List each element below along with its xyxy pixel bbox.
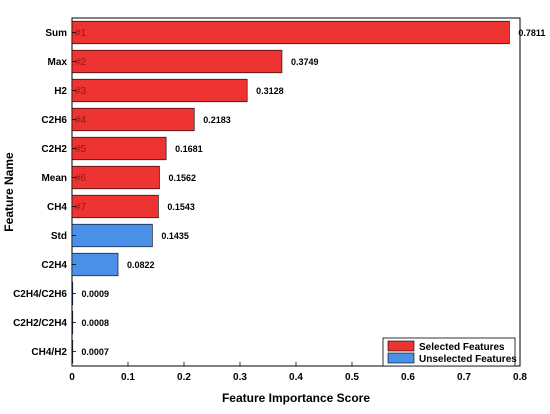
plot-area-frame xyxy=(71,17,521,367)
y-tick-label: C2H2/C2H4 xyxy=(13,318,67,329)
bar-value-label: 0.0009 xyxy=(82,289,110,299)
bar-rank-label: #6 xyxy=(75,173,87,184)
y-tick-label: Std xyxy=(51,231,67,242)
x-axis-label: Feature Importance Score xyxy=(222,391,370,405)
x-tick-label: 0.5 xyxy=(345,372,359,383)
ticks-layer: Sum Max H2 C2H6 C2H2 Mean CH4 Std C2H4 C2H4/C2H6 C… xyxy=(13,28,527,383)
bar-value-label: 0.0008 xyxy=(81,318,109,328)
bar-value-label: 0.1435 xyxy=(161,231,189,241)
x-tick-label: 0.3 xyxy=(233,372,247,383)
y-tick-label: Max xyxy=(48,57,68,68)
bar-value-label: 0.3749 xyxy=(291,57,319,67)
x-tick-label: 0 xyxy=(69,372,75,383)
bar-value-label: 0.2183 xyxy=(203,115,231,125)
bar-value-label: 0.0007 xyxy=(81,347,109,357)
legend-label-selected: Selected Features xyxy=(419,342,505,353)
bar-rank-label: #3 xyxy=(75,86,87,97)
bar-value-label: 0.1681 xyxy=(175,144,203,154)
bar-sum xyxy=(71,20,510,45)
x-tick-label: 0.2 xyxy=(177,372,191,383)
y-tick-label: Sum xyxy=(45,28,67,39)
x-tick-label: 0.6 xyxy=(401,372,415,383)
legend: Selected Features Unselected Features xyxy=(382,337,517,367)
bar-value-label: 0.7811 xyxy=(518,28,545,38)
x-tick-label: 0.4 xyxy=(289,372,303,383)
bar-rank-label: #1 xyxy=(75,28,87,39)
bar-value-label: 0.1562 xyxy=(168,173,196,183)
y-axis-label: Feature Name xyxy=(2,152,16,232)
bar-h2 xyxy=(71,78,248,103)
legend-swatch-selected xyxy=(387,340,415,352)
bar-rank-label: #2 xyxy=(75,57,87,68)
y-tick-label: C2H4/C2H6 xyxy=(13,289,67,300)
bar-value-label: 0.0822 xyxy=(127,260,155,270)
bar-rank-label: #7 xyxy=(75,202,87,213)
bar-max xyxy=(71,49,283,74)
y-tick-label: C2H6 xyxy=(41,115,67,126)
y-tick-label: H2 xyxy=(54,86,67,97)
bar-std xyxy=(71,223,153,248)
bars-layer: #1 0.7811 #2 0.3749 #3 0.3128 #4 0.2183 #5 0.1681… xyxy=(71,20,545,364)
bar-rank-label: #4 xyxy=(75,115,87,126)
bar-value-label: 0.1543 xyxy=(167,202,195,212)
bar-rank-label: #5 xyxy=(75,144,87,155)
y-tick-label: CH4/H2 xyxy=(31,347,67,358)
legend-label-unselected: Unselected Features xyxy=(419,354,517,365)
y-tick-label: C2H4 xyxy=(41,260,67,271)
y-tick-label: Mean xyxy=(41,173,67,184)
y-tick-label: CH4 xyxy=(47,202,67,213)
y-tick-label: C2H2 xyxy=(41,144,67,155)
bar-value-label: 0.3128 xyxy=(256,86,284,96)
x-tick-label: 0.7 xyxy=(457,372,471,383)
legend-swatch-unselected xyxy=(387,352,415,364)
x-tick-label: 0.8 xyxy=(513,372,527,383)
bar-c2h6 xyxy=(71,107,195,132)
bar-c2h4 xyxy=(71,252,119,277)
x-tick-label: 0.1 xyxy=(121,372,135,383)
